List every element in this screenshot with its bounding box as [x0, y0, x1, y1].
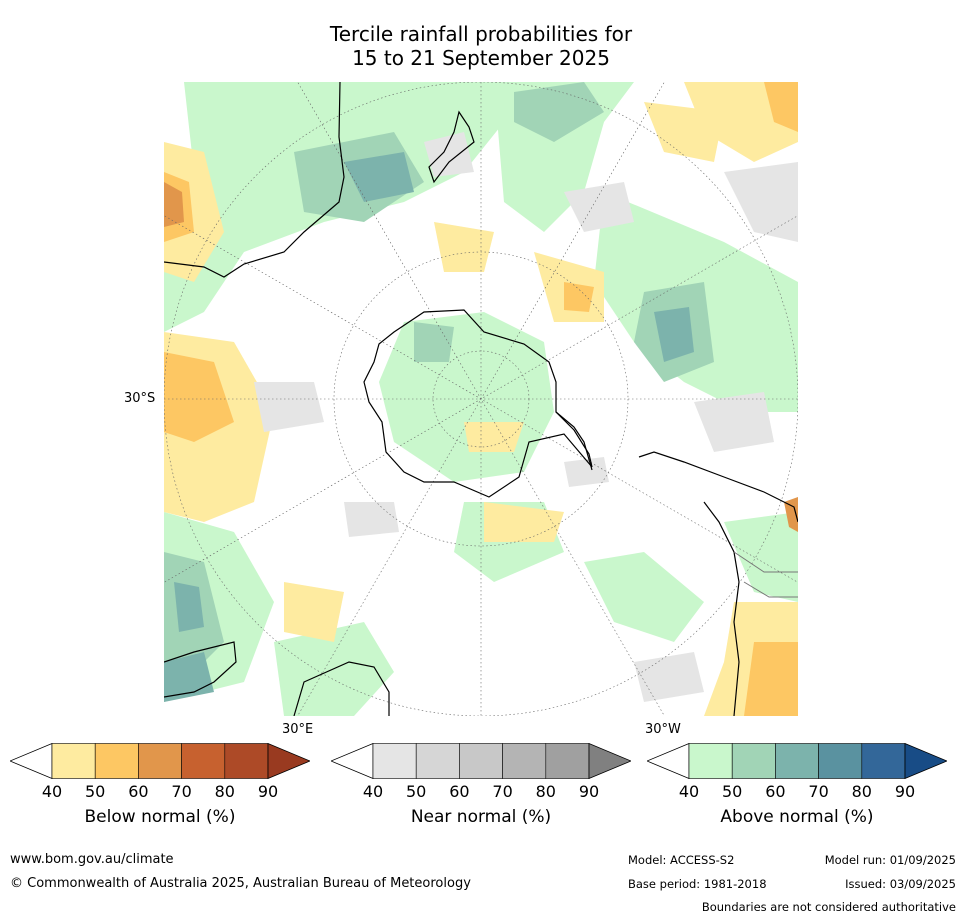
colorbar-bin [138, 743, 182, 779]
colorbar-bin [688, 743, 733, 779]
antarctic-peninsula-coast [555, 411, 593, 471]
colorbar-above-normal [647, 743, 947, 779]
colorbar-bin [51, 743, 96, 779]
colorbar-tick-label: 60 [765, 782, 786, 801]
below-normal-stronger-areas [164, 182, 798, 532]
colorbar-tick-label: 40 [41, 782, 63, 801]
model-run: Model run: 01/09/2025 [824, 853, 956, 867]
website-link[interactable]: www.bom.gov.au/climate [10, 852, 174, 867]
south-america-coast [638, 451, 798, 523]
colorbar-svg [10, 743, 310, 779]
colorbar-svg [647, 743, 947, 779]
title-line-2: 15 to 21 September 2025 [352, 46, 610, 70]
colorbar-svg [331, 743, 631, 779]
colorbar-tick-label: 50 [722, 782, 743, 801]
colorbar-bin [415, 743, 460, 779]
borders [733, 551, 798, 598]
base-period: Base period: 1981-2018 [628, 877, 767, 891]
chart-title: Tercile rainfall probabilities for 15 to… [164, 22, 798, 70]
colorbar-tick-label: 50 [85, 782, 106, 801]
colorbar-tick-label: 40 [678, 782, 700, 801]
new-zealand-coast [428, 110, 475, 184]
colorbar-bin [94, 743, 139, 779]
colorbar-bin [459, 743, 503, 779]
colorbar-over-arrow [588, 743, 631, 779]
australia-coast [164, 82, 345, 278]
boundaries-disclaimer: Boundaries are not considered authoritat… [701, 900, 956, 914]
colorbar-tick-label: 80 [214, 782, 235, 801]
colorbar-below-normal [10, 743, 310, 779]
colorbar-under-arrow [10, 743, 53, 779]
colorbar-tick-label: 50 [406, 782, 427, 801]
colorbar-tick-label: 70 [171, 782, 192, 801]
colorbar-tick-label: 90 [894, 782, 916, 801]
colorbar-tick-label: 60 [449, 782, 470, 801]
colorbar-bin [545, 743, 590, 779]
colorbar-tick-label: 80 [851, 782, 872, 801]
lon-label-30e: 30°E [282, 722, 314, 737]
colorbar-tick-label: 60 [128, 782, 149, 801]
antarctica-coast [363, 309, 593, 498]
colorbar-title-above-normal: Above normal (%) [720, 807, 874, 827]
colorbar-tick-label: 40 [362, 782, 384, 801]
colorbar-bin [731, 743, 776, 779]
colorbar-near-normal [331, 743, 631, 779]
south-america-coast-2 [703, 501, 740, 716]
colorbar-bin [372, 743, 417, 779]
colorbar-tick-label: 70 [808, 782, 829, 801]
coastlines [164, 82, 798, 716]
colorbar-bin [775, 743, 819, 779]
colorbar-bin [502, 743, 547, 779]
colorbar-over-arrow [267, 743, 310, 779]
africa-coast [293, 661, 390, 716]
issued-date: Issued: 03/09/2025 [845, 877, 956, 891]
model-name: Model: ACCESS-S2 [628, 853, 735, 867]
above-normal-stronger-areas [164, 152, 694, 702]
colorbar-over-arrow [904, 743, 947, 779]
colorbar-title-below-normal: Below normal (%) [84, 807, 236, 827]
polar-rainfall-map[interactable] [164, 82, 798, 716]
colorbar-tick-label: 70 [492, 782, 513, 801]
africa-coast-2 [164, 641, 237, 698]
colorbar-bin [818, 743, 863, 779]
copyright-text: © Commonwealth of Australia 2025, Austra… [10, 876, 471, 891]
colorbar-tick-label: 90 [578, 782, 600, 801]
lat-label-30s: 30°S [124, 391, 156, 406]
colorbar-tick-label: 80 [535, 782, 556, 801]
colorbar-title-near-normal: Near normal (%) [410, 807, 552, 827]
colorbar-tick-label: 90 [257, 782, 279, 801]
colorbar-bin [861, 743, 906, 779]
colorbar-bin [224, 743, 269, 779]
graticule [164, 82, 798, 716]
colorbar-under-arrow [331, 743, 374, 779]
near-normal-areas [254, 132, 798, 702]
colorbar-bin [181, 743, 226, 779]
lon-label-30w: 30°W [645, 722, 681, 737]
title-line-1: Tercile rainfall probabilities for [329, 22, 633, 46]
colorbar-under-arrow [647, 743, 690, 779]
